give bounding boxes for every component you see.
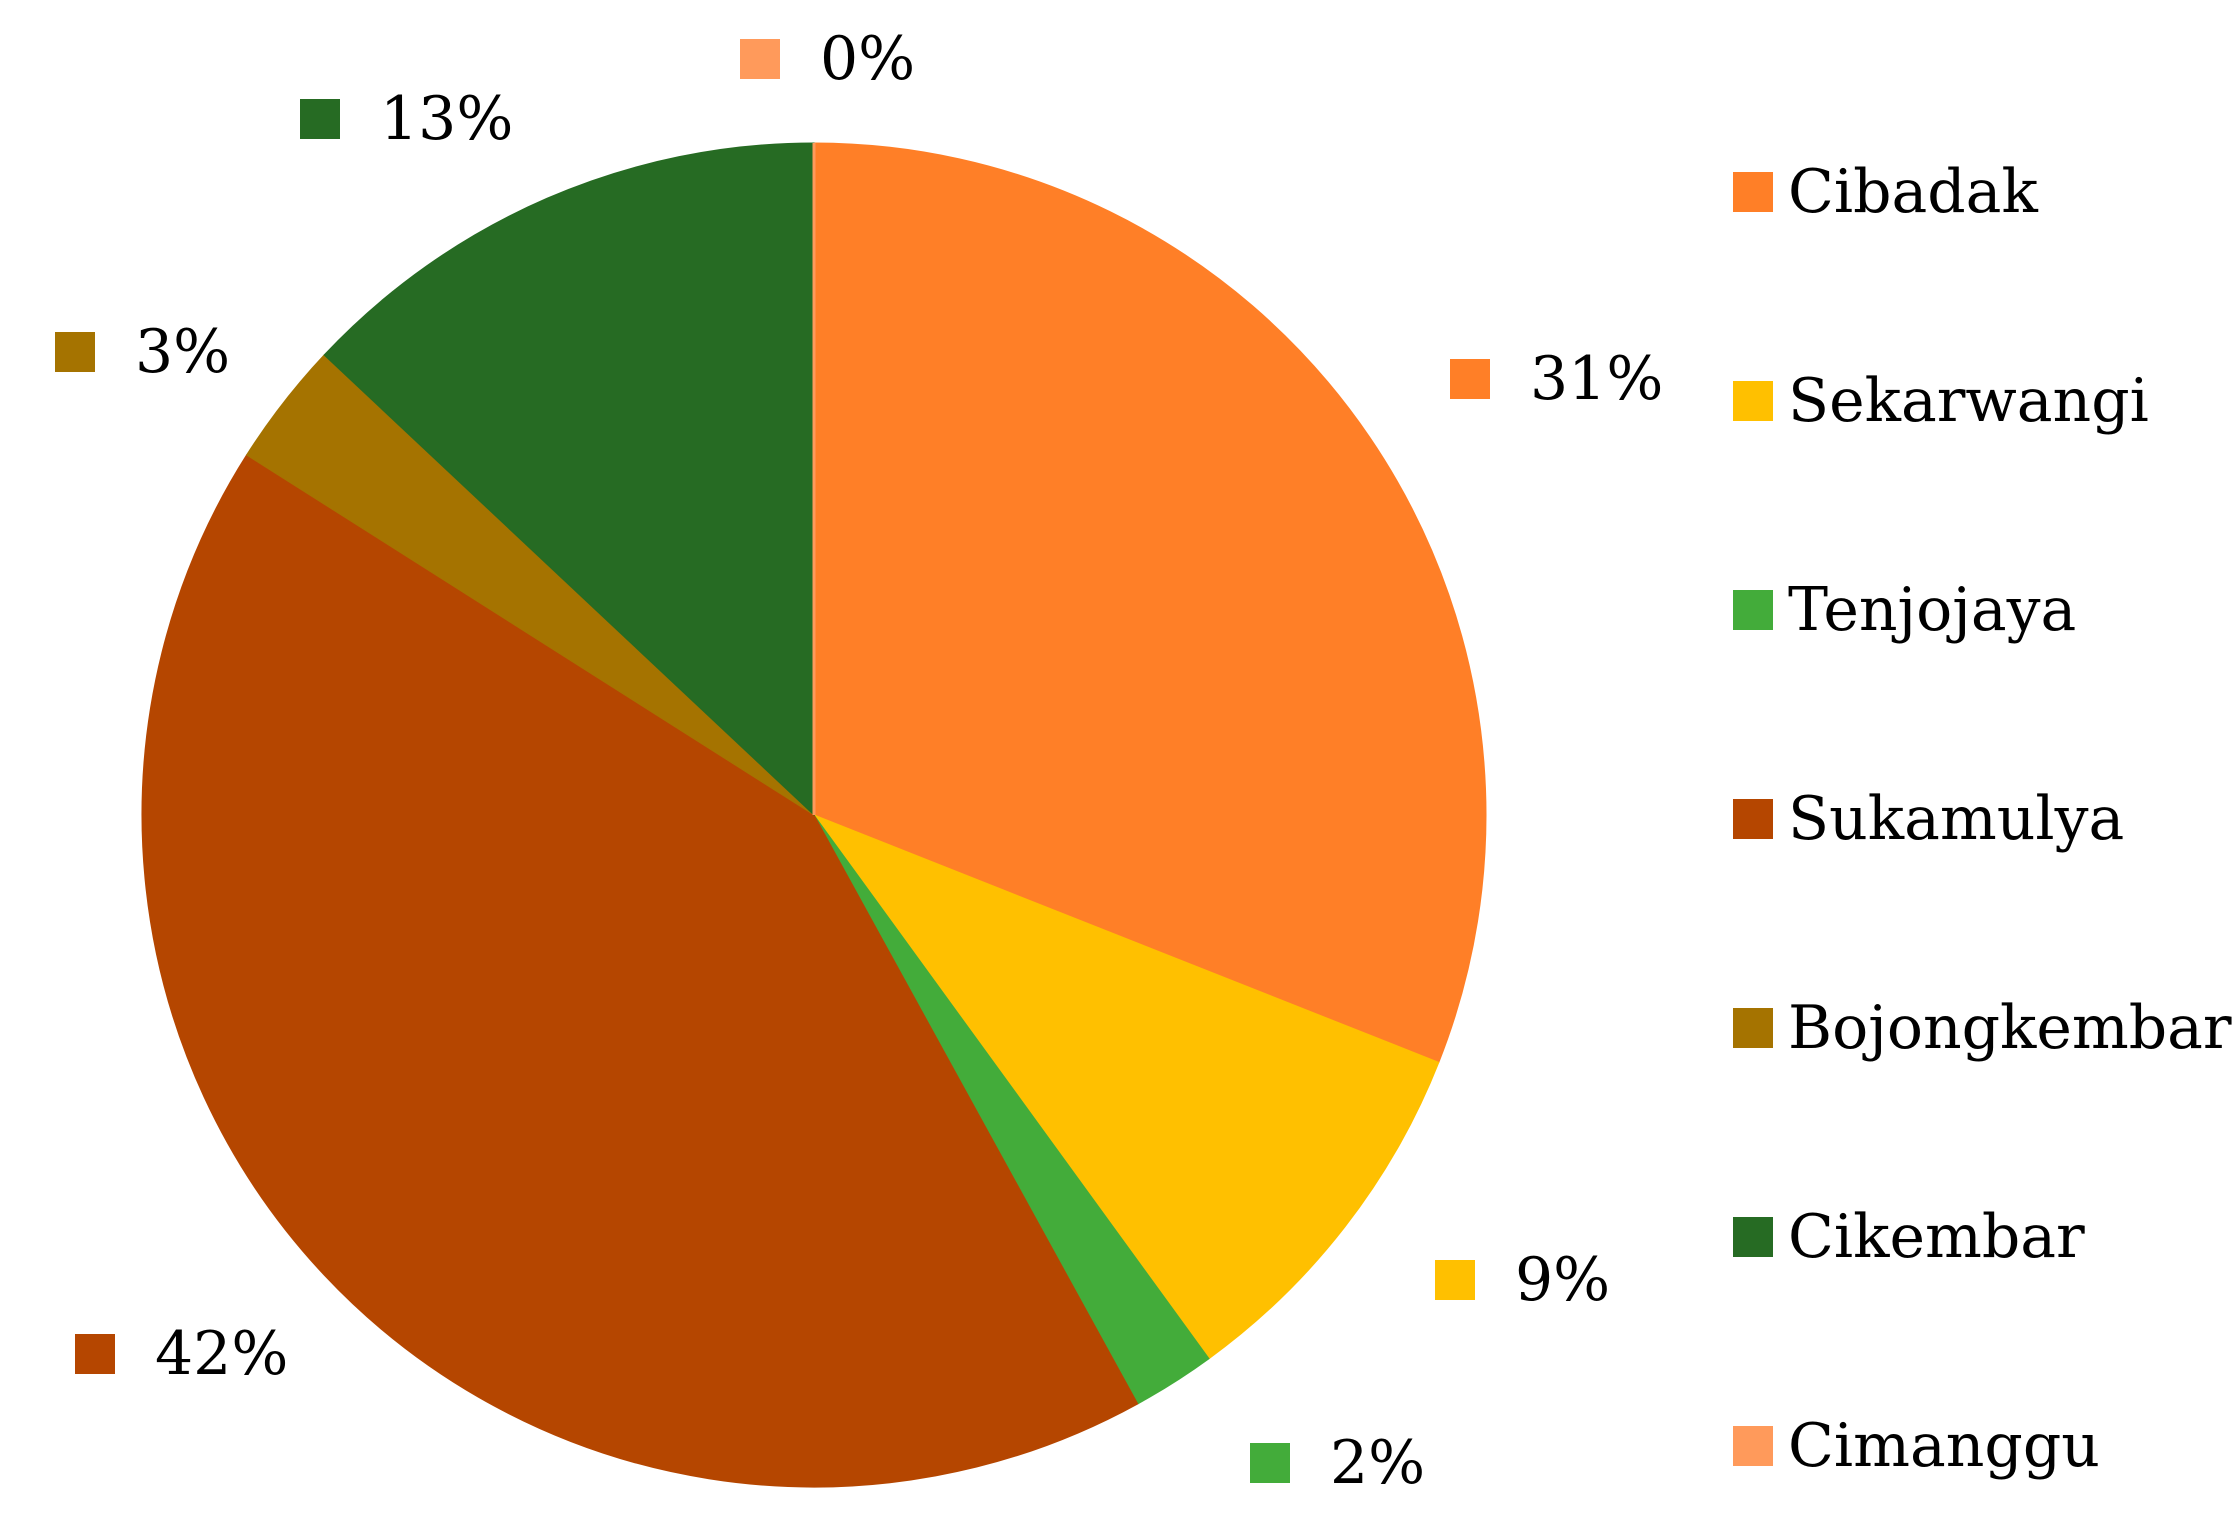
pie-slice-sukamulya bbox=[141, 454, 1139, 1488]
data-label-sukamulya: 42% bbox=[155, 1319, 288, 1389]
pie-slice-sekarwangi bbox=[812, 813, 1440, 1360]
legend-swatch-tenjojaya bbox=[1733, 590, 1773, 630]
legend-swatch-cibadak bbox=[1733, 172, 1773, 212]
legend-swatch-sekarwangi bbox=[1733, 381, 1773, 421]
data-label-sekarwangi: 9% bbox=[1515, 1245, 1610, 1315]
data-label-marker-cibadak bbox=[1450, 359, 1490, 399]
legend-label-sukamulya: Sukamulya bbox=[1788, 784, 2124, 854]
legend-swatch-cikembar bbox=[1733, 1217, 1773, 1257]
data-label-cimanggu: 0% bbox=[820, 24, 915, 94]
legend-label-tenjojaya: Tenjojaya bbox=[1788, 575, 2076, 645]
pie-slices bbox=[141, 142, 1487, 1488]
data-label-tenjojaya: 2% bbox=[1330, 1428, 1425, 1498]
legend-label-cimanggu: Cimanggu bbox=[1788, 1411, 2100, 1481]
data-label-marker-tenjojaya bbox=[1250, 1443, 1290, 1483]
legend-label-cikembar: Cikembar bbox=[1788, 1202, 2085, 1272]
data-label-bojongkembar: 3% bbox=[135, 317, 230, 387]
data-label-marker-sukamulya bbox=[75, 1334, 115, 1374]
data-label-cibadak: 31% bbox=[1530, 344, 1663, 414]
data-label-marker-bojongkembar bbox=[55, 332, 95, 372]
data-label-cikembar: 13% bbox=[380, 84, 513, 154]
data-label-marker-sekarwangi bbox=[1435, 1260, 1475, 1300]
pie-slice-cikembar bbox=[323, 142, 815, 817]
legend-label-bojongkembar: Bojongkembar bbox=[1788, 993, 2232, 1063]
legend-swatch-bojongkembar bbox=[1733, 1008, 1773, 1048]
data-labels: 31% 9% 2% 42% 3% 13% 0% bbox=[55, 24, 1663, 1498]
pie-slice-cibadak bbox=[813, 142, 1487, 1064]
legend-swatch-cimanggu bbox=[1733, 1426, 1773, 1466]
legend: Cibadak Sekarwangi Tenjojaya Sukamulya Bojon… bbox=[1733, 157, 2232, 1481]
data-label-marker-cikembar bbox=[300, 99, 340, 139]
legend-swatch-sukamulya bbox=[1733, 799, 1773, 839]
legend-label-cibadak: Cibadak bbox=[1788, 157, 2038, 227]
legend-label-sekarwangi: Sekarwangi bbox=[1788, 366, 2149, 436]
data-label-marker-cimanggu bbox=[740, 39, 780, 79]
